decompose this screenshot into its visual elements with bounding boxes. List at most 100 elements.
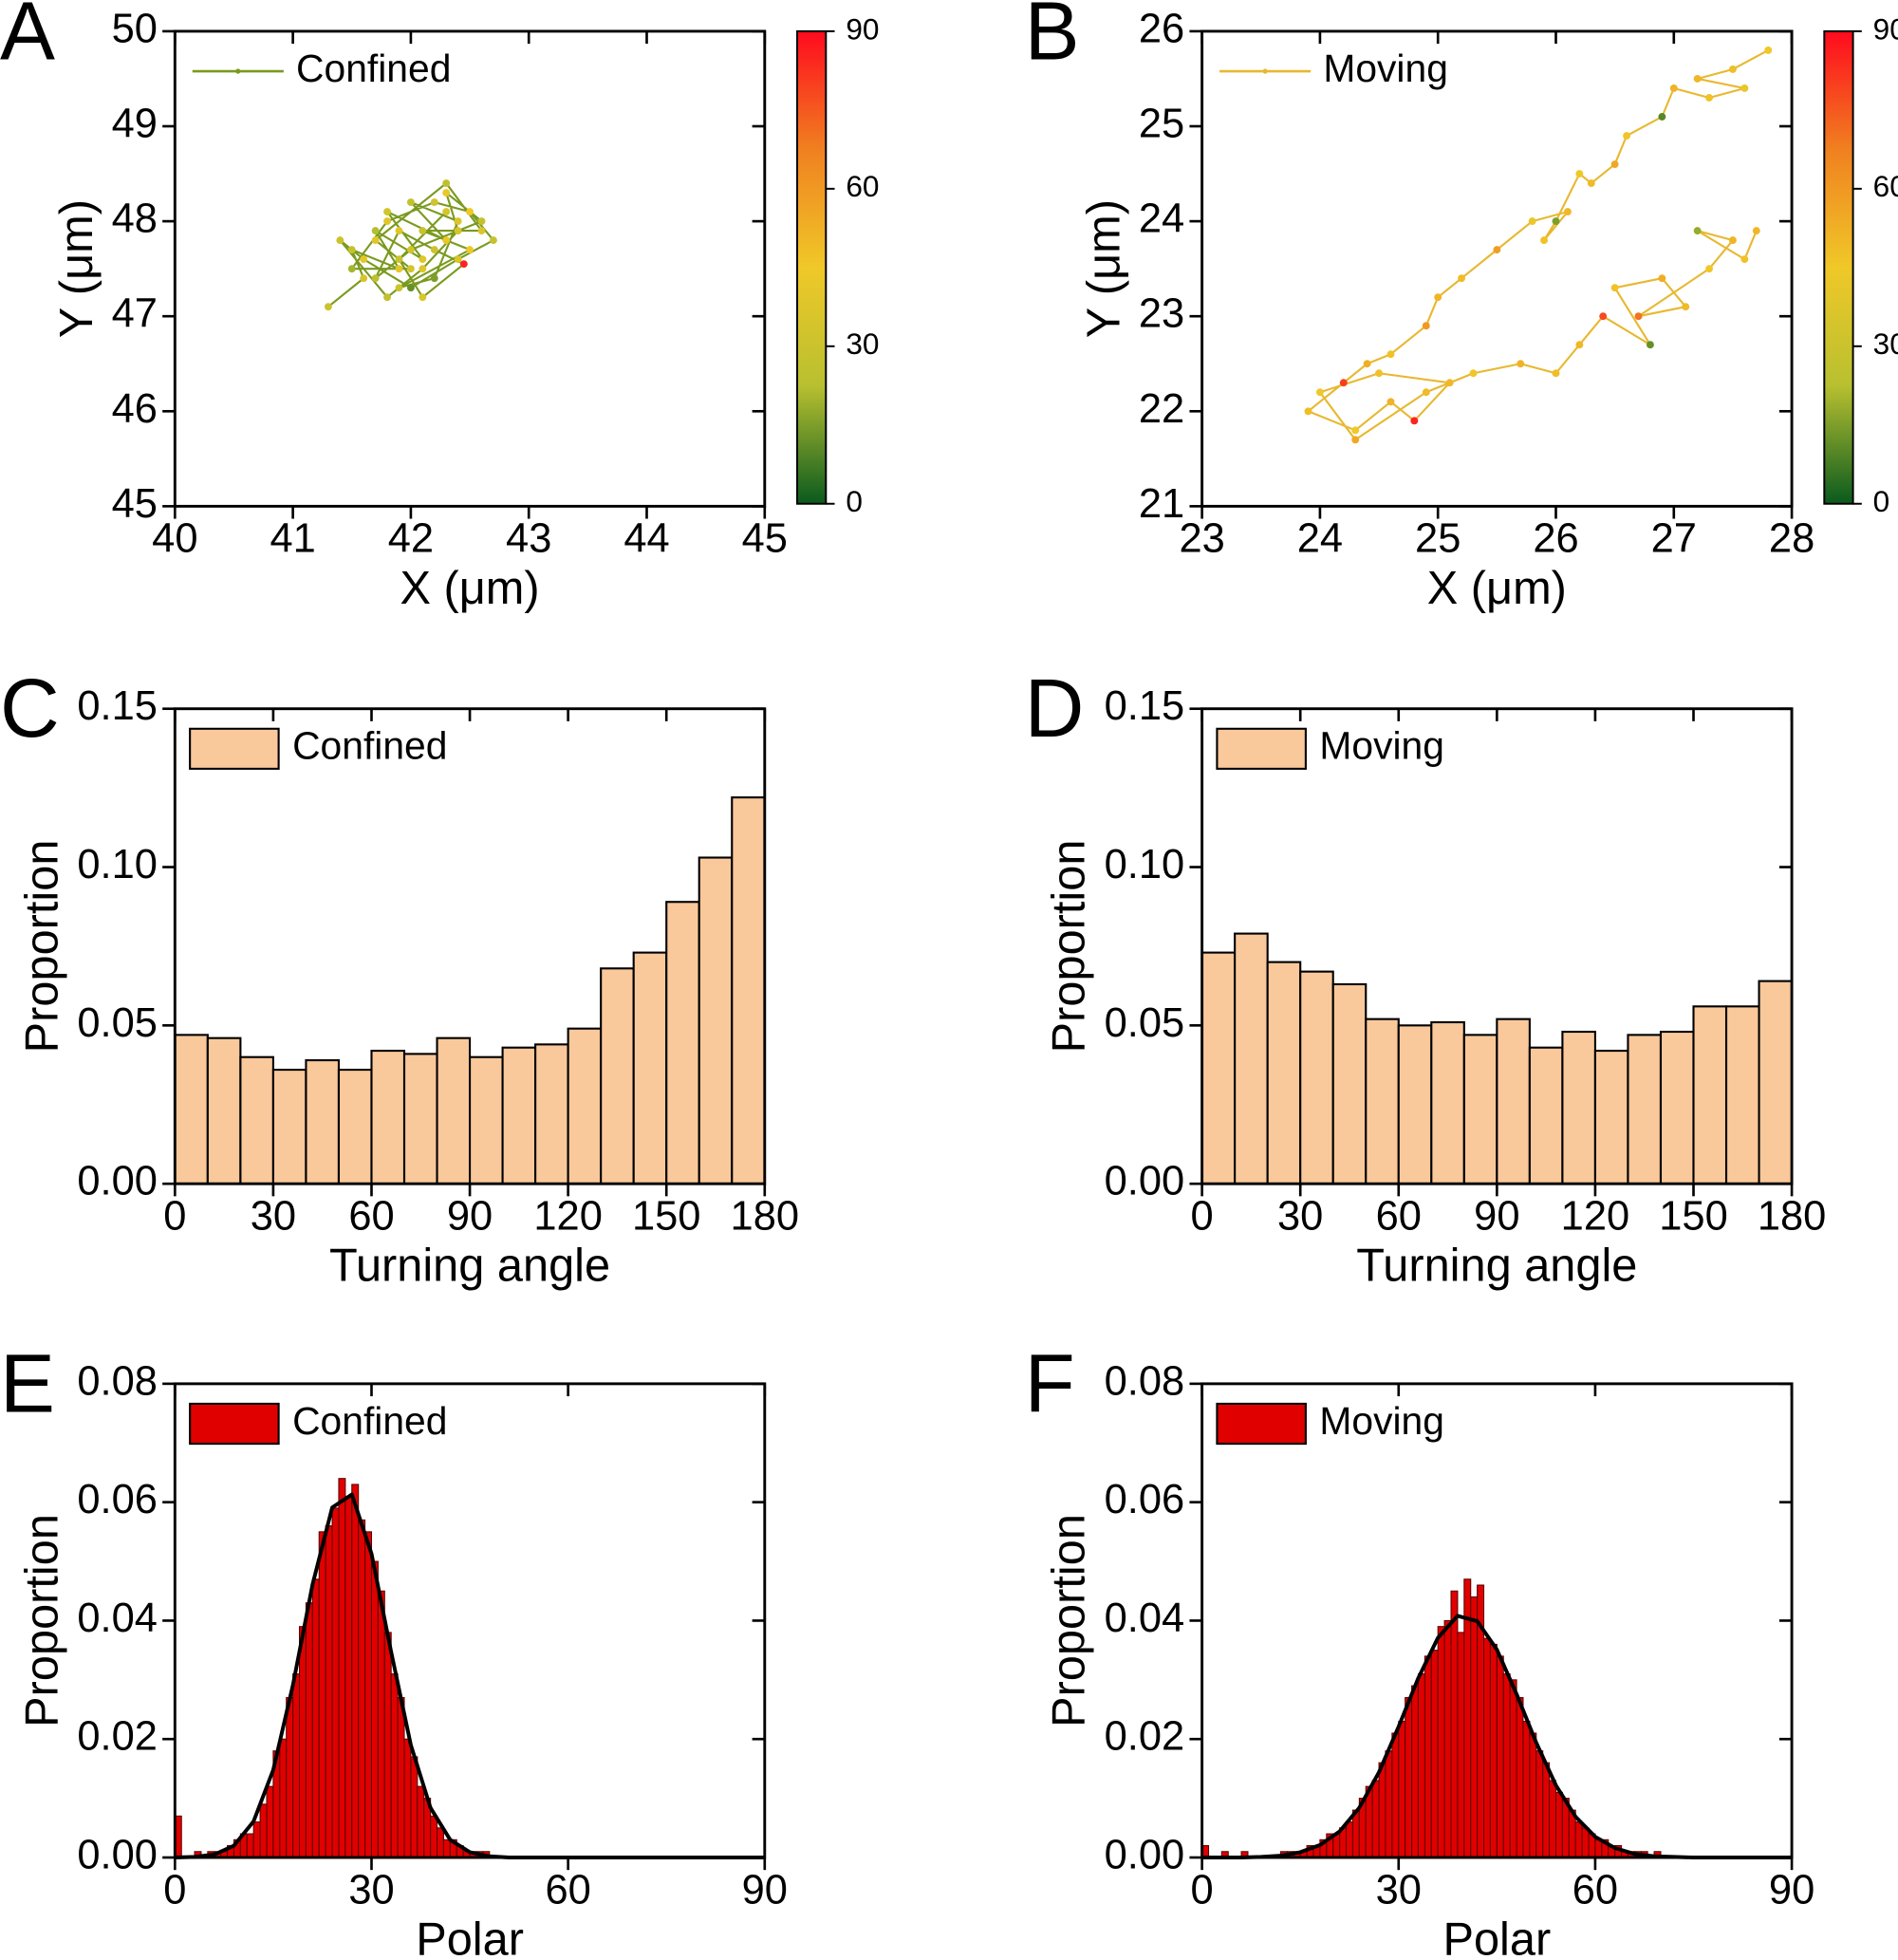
histogram-bar bbox=[442, 1839, 451, 1858]
histogram-bar bbox=[286, 1697, 294, 1858]
plot-frame bbox=[173, 707, 767, 1185]
x-tick-label: 26 bbox=[1533, 516, 1578, 562]
x-axis-label: Polar bbox=[416, 1913, 524, 1960]
y-tick-label: 0.04 bbox=[1105, 1596, 1185, 1641]
histogram-bar bbox=[731, 796, 766, 1185]
y-tick-label: 0.00 bbox=[1105, 1832, 1185, 1877]
trajectory-point bbox=[1434, 293, 1442, 302]
x-tick-label: 24 bbox=[1297, 516, 1343, 562]
trajectory-point bbox=[406, 246, 415, 254]
legend-label: Moving bbox=[1319, 724, 1444, 768]
histogram-bar bbox=[311, 1578, 320, 1858]
histogram-bar bbox=[338, 1478, 346, 1858]
histogram-bar bbox=[292, 1673, 301, 1858]
x-tick-label: 60 bbox=[1572, 1867, 1618, 1913]
y-tick-label: 0.08 bbox=[1105, 1358, 1185, 1404]
x-tick-label: 45 bbox=[742, 516, 788, 562]
trajectory-point bbox=[1410, 417, 1419, 425]
histogram-bar bbox=[271, 1069, 307, 1185]
y-tick-label: 45 bbox=[112, 481, 158, 527]
colorbar-tick-label: 90 bbox=[1873, 11, 1898, 46]
x-tick-label: 42 bbox=[388, 516, 434, 562]
histogram-bar bbox=[1692, 1005, 1728, 1185]
histogram-bar bbox=[246, 1833, 254, 1858]
y-tick-label: 0.00 bbox=[77, 1159, 158, 1204]
histogram-bar bbox=[436, 1036, 472, 1185]
x-tick-label: 25 bbox=[1415, 516, 1461, 562]
trajectory-point bbox=[1469, 369, 1478, 378]
x-tick-label: 90 bbox=[1474, 1194, 1519, 1240]
histogram-bar bbox=[1365, 1017, 1400, 1185]
trajectory-point bbox=[347, 265, 356, 273]
x-axis-label: X (μm) bbox=[1427, 563, 1567, 614]
histogram-bar bbox=[1496, 1655, 1504, 1858]
legend-label: Moving bbox=[1323, 47, 1448, 90]
x-tick-label: 90 bbox=[1769, 1867, 1814, 1913]
trajectory-point bbox=[1493, 246, 1501, 254]
y-tick-label: 0.06 bbox=[1105, 1477, 1185, 1522]
histogram-bar bbox=[1462, 1034, 1498, 1185]
y-tick-label: 0.06 bbox=[77, 1477, 158, 1522]
histogram-bar bbox=[383, 1632, 392, 1858]
histogram-bar bbox=[1554, 1791, 1563, 1858]
histogram-bar bbox=[534, 1043, 569, 1185]
trajectory-point bbox=[1422, 388, 1430, 397]
histogram-bar bbox=[1529, 1732, 1537, 1858]
histogram-bar bbox=[1405, 1697, 1413, 1858]
x-tick-label: 60 bbox=[545, 1867, 590, 1913]
y-tick-label: 0.15 bbox=[1105, 683, 1185, 729]
trajectory-point bbox=[430, 246, 438, 254]
y-tick-label: 0.04 bbox=[77, 1596, 158, 1641]
x-tick-label: 0 bbox=[163, 1194, 186, 1240]
trajectory-point bbox=[466, 246, 474, 254]
x-tick-label: 150 bbox=[632, 1194, 700, 1240]
y-axis-label: Proportion bbox=[16, 1514, 67, 1727]
y-tick-label: 47 bbox=[112, 291, 158, 337]
trajectory-point bbox=[395, 227, 403, 235]
histogram-bar bbox=[632, 951, 668, 1185]
y-tick-label: 48 bbox=[112, 196, 158, 242]
colorbar-tick-label: 30 bbox=[846, 327, 879, 361]
histogram-bar bbox=[1346, 1821, 1353, 1858]
x-tick-label: 0 bbox=[163, 1867, 186, 1913]
histogram-bar bbox=[1430, 1650, 1439, 1858]
trajectory-point bbox=[442, 189, 451, 197]
colorbar-tick-label: 30 bbox=[1873, 327, 1898, 361]
y-tick-label: 25 bbox=[1139, 101, 1184, 146]
histogram-bar bbox=[1581, 1827, 1590, 1858]
trajectory-point bbox=[459, 260, 468, 269]
histogram-bar bbox=[1516, 1697, 1524, 1858]
histogram-bar bbox=[469, 1055, 504, 1185]
trajectory-point bbox=[1458, 274, 1466, 283]
histogram-bar bbox=[1391, 1732, 1400, 1858]
histogram-bar bbox=[1331, 982, 1368, 1185]
legend-swatch bbox=[189, 1402, 280, 1446]
trajectory-point bbox=[419, 293, 427, 302]
trajectory-point bbox=[1528, 217, 1536, 226]
trajectory-point bbox=[1599, 312, 1608, 321]
histogram-bar bbox=[1489, 1643, 1498, 1858]
histogram-bar bbox=[410, 1756, 419, 1858]
histogram-bar bbox=[1417, 1673, 1425, 1858]
trajectory-point bbox=[1705, 94, 1714, 102]
histogram-bar bbox=[1424, 1655, 1432, 1858]
histogram-bar bbox=[403, 1738, 412, 1858]
y-axis-label: Proportion bbox=[16, 840, 67, 1054]
trajectory-point bbox=[1304, 407, 1312, 416]
trajectory-point bbox=[1386, 350, 1395, 359]
trajectory-point bbox=[406, 265, 415, 273]
histogram-bar bbox=[1549, 1780, 1557, 1858]
histogram-bar bbox=[417, 1785, 425, 1858]
trajectory-point bbox=[324, 303, 332, 311]
histogram-bar bbox=[377, 1590, 385, 1858]
histogram-bar bbox=[402, 1053, 438, 1185]
trajectory-point bbox=[371, 274, 380, 283]
legend-swatch bbox=[1216, 727, 1307, 770]
histogram-bar bbox=[567, 1027, 603, 1185]
y-tick-label: 0.02 bbox=[1105, 1714, 1185, 1760]
y-tick-label: 0.05 bbox=[77, 1000, 158, 1046]
histogram-bar bbox=[318, 1531, 326, 1858]
legend-label: Moving bbox=[1319, 1399, 1444, 1443]
trajectory-point bbox=[1752, 227, 1760, 235]
histogram-bar bbox=[337, 1069, 373, 1185]
